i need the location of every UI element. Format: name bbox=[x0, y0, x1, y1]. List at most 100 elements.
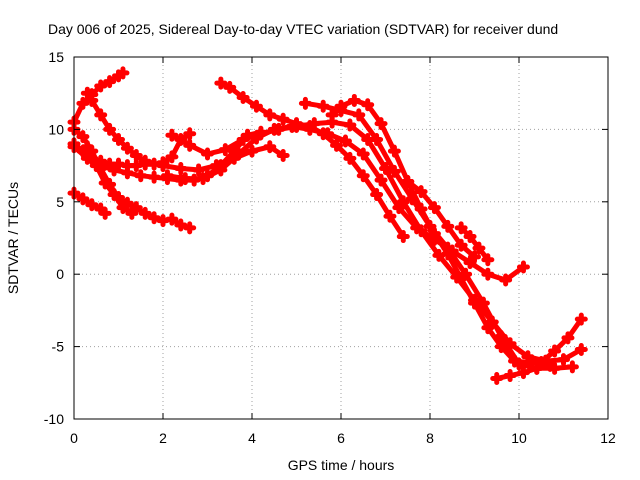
x-axis-title: GPS time / hours bbox=[288, 457, 395, 473]
data-point-sat-c bbox=[174, 218, 188, 232]
data-point-sat-l bbox=[361, 98, 375, 112]
data-point-sat-n bbox=[441, 219, 455, 233]
data-point-sat-i bbox=[379, 161, 392, 175]
data-point-sat-l bbox=[468, 296, 481, 310]
data-point-sat-f bbox=[80, 140, 94, 154]
x-tick-label: 6 bbox=[337, 430, 345, 446]
data-point-sat-m bbox=[543, 358, 557, 372]
data-point-sat-l bbox=[548, 344, 562, 358]
data-point-sat-i bbox=[218, 143, 232, 157]
data-point-sat-f bbox=[116, 201, 130, 215]
data-point-sat-l bbox=[481, 321, 495, 335]
data-point-sat-e bbox=[192, 163, 206, 177]
data-point-sat-o bbox=[463, 230, 477, 244]
data-point-sat-k bbox=[565, 360, 579, 374]
data-point-sat-n bbox=[414, 185, 428, 199]
data-point-sat-a bbox=[112, 157, 125, 171]
data-point-sat-l bbox=[347, 93, 361, 107]
data-point-sat-c bbox=[76, 130, 90, 144]
data-point-sat-e bbox=[129, 148, 143, 162]
data-point-sat-o bbox=[481, 253, 495, 267]
data-point-sat-i bbox=[574, 342, 588, 356]
data-point-sat-i bbox=[557, 353, 570, 367]
y-axis-title: SDTVAR / TECUs bbox=[5, 182, 21, 294]
data-point-sat-h bbox=[214, 163, 228, 177]
data-point-sat-l bbox=[387, 144, 401, 158]
data-point-sat-c bbox=[138, 206, 152, 220]
y-tick-label: 5 bbox=[56, 194, 64, 210]
data-point-sat-a bbox=[183, 127, 197, 141]
data-point-sat-n bbox=[427, 201, 441, 215]
data-point-sat-g bbox=[98, 206, 112, 220]
data-point-sat-m bbox=[490, 371, 504, 385]
data-point-sat-j bbox=[263, 108, 277, 122]
data-point-sat-f bbox=[98, 176, 112, 190]
data-point-sat-e bbox=[103, 122, 117, 136]
data-point-sat-h bbox=[463, 256, 477, 270]
data-point-sat-c bbox=[156, 214, 170, 228]
x-tick-label: 8 bbox=[426, 430, 434, 446]
data-point-sat-i bbox=[236, 133, 250, 147]
data-point-sat-k bbox=[316, 99, 330, 113]
data-point-sat-l bbox=[521, 356, 535, 370]
x-tick-label: 4 bbox=[248, 430, 256, 446]
series-sat-o bbox=[458, 225, 491, 263]
data-point-sat-j bbox=[223, 80, 237, 94]
data-point-sat-l bbox=[508, 354, 522, 368]
data-point-sat-m bbox=[530, 361, 544, 375]
data-point-sat-g bbox=[76, 192, 90, 206]
data-point-sat-b bbox=[134, 169, 148, 183]
data-point-sat-d bbox=[116, 66, 130, 80]
data-point-sat-h bbox=[160, 169, 174, 183]
data-point-sat-o bbox=[454, 221, 468, 235]
data-point-sat-d bbox=[76, 96, 90, 110]
data-point-sat-k bbox=[352, 108, 366, 122]
data-point-sat-l bbox=[494, 340, 508, 354]
data-point-sat-i bbox=[165, 128, 179, 142]
data-point-sat-c bbox=[147, 211, 161, 225]
data-point-sat-i bbox=[432, 248, 446, 262]
data-point-sat-i bbox=[414, 224, 428, 238]
data-point-sat-i bbox=[201, 147, 214, 161]
data-point-sat-i bbox=[343, 118, 357, 132]
y-tick-label: 10 bbox=[48, 121, 64, 137]
y-tick-label: 15 bbox=[48, 49, 64, 65]
y-tick-label: -10 bbox=[44, 411, 64, 427]
data-point-sat-j bbox=[236, 91, 250, 105]
data-point-sat-d bbox=[94, 79, 108, 93]
data-point-sat-h bbox=[178, 172, 192, 186]
data-point-sat-b bbox=[107, 163, 121, 177]
data-point-sat-l bbox=[374, 117, 388, 131]
data-point-sat-e bbox=[276, 148, 290, 162]
data-point-sat-l bbox=[454, 272, 468, 286]
data-point-sat-e bbox=[85, 93, 99, 107]
data-point-sat-f bbox=[89, 159, 103, 173]
data-point-sat-l bbox=[574, 312, 588, 326]
data-point-sat-j bbox=[249, 99, 263, 113]
data-point-sat-b bbox=[147, 170, 161, 184]
data-point-sat-h bbox=[499, 273, 513, 287]
data-point-sat-j bbox=[316, 127, 330, 141]
data-point-sat-e bbox=[94, 108, 108, 122]
data-point-sat-e bbox=[120, 141, 134, 155]
data-point-sat-k bbox=[494, 329, 508, 343]
data-point-sat-f bbox=[125, 206, 139, 220]
data-point-sat-k bbox=[370, 133, 384, 147]
data-point-sat-l bbox=[561, 331, 575, 345]
chart-title: Day 006 of 2025, Sidereal Day-to-day VTE… bbox=[48, 21, 558, 37]
x-tick-label: 12 bbox=[600, 430, 616, 446]
data-point-sat-e bbox=[174, 161, 188, 175]
data-point-sat-e bbox=[80, 86, 94, 100]
data-point-sat-i bbox=[183, 138, 197, 152]
data-point-sat-e bbox=[112, 133, 125, 147]
axis-ticks: 0 2 4 6 8 10 12 15 10 5 0 -5 -10 bbox=[44, 49, 616, 446]
data-point-sat-j bbox=[214, 76, 228, 90]
y-tick-label: 0 bbox=[56, 266, 64, 282]
data-point-sat-o bbox=[472, 241, 486, 255]
data-series bbox=[67, 66, 588, 385]
data-point-sat-f bbox=[107, 188, 121, 202]
data-point-sat-j bbox=[330, 138, 344, 152]
data-point-sat-j bbox=[396, 230, 410, 244]
data-point-sat-g bbox=[85, 198, 99, 212]
data-point-sat-l bbox=[325, 108, 339, 122]
